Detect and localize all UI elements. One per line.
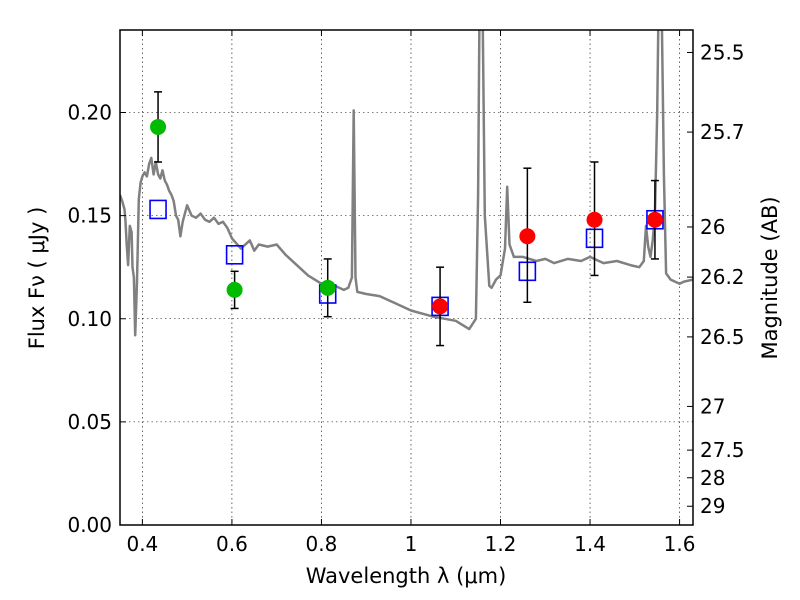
x-tick-label: 0.6 — [216, 532, 248, 556]
x-tick-label: 0.8 — [306, 532, 338, 556]
y-tick-label: 0.05 — [67, 410, 112, 434]
model-spectrum-line — [120, 30, 693, 337]
x-tick-label: 1 — [405, 532, 418, 556]
y-tick-label: 0.10 — [67, 307, 112, 331]
right-tick-label: 29 — [700, 494, 725, 518]
photometry-point — [646, 211, 663, 228]
x-tick-label: 0.4 — [126, 532, 158, 556]
model-flux-square — [225, 245, 244, 265]
right-tick-label: 26.2 — [700, 265, 745, 289]
model-flux-square — [149, 199, 167, 220]
photometry-point — [586, 211, 603, 228]
photometry-point — [150, 118, 167, 135]
photometry-point — [519, 228, 536, 245]
y-tick-label: 0.15 — [67, 204, 112, 228]
plot-frame — [119, 29, 694, 526]
right-tick-label: 26 — [700, 215, 725, 239]
axis-ticks: 0.4 0.6 0.8 1 1.2 1.4 1.6 0.00 0.05 0.10 0.15 0.20 2… — [67, 30, 745, 556]
right-tick-label: 25.5 — [700, 40, 745, 64]
photometry-point — [226, 281, 243, 298]
right-tick-label: 27 — [700, 394, 725, 418]
x-tick-label: 1.4 — [574, 532, 606, 556]
y-tick-label: 0.20 — [67, 101, 112, 125]
right-tick-label: 28 — [700, 466, 725, 490]
grid — [120, 30, 693, 526]
x-axis-label: Wavelength λ (μm) — [306, 564, 507, 588]
plot-area — [120, 30, 693, 347]
right-tick-label: 26.5 — [700, 325, 745, 349]
right-axis-label: Magnitude (AB) — [758, 196, 782, 359]
y-tick-label: 0.00 — [67, 513, 112, 537]
right-tick-label: 27.5 — [700, 438, 745, 462]
x-tick-label: 1.2 — [485, 532, 517, 556]
photometry-point — [319, 279, 336, 296]
x-tick-label: 1.6 — [664, 532, 696, 556]
photometry-point — [432, 298, 449, 315]
right-tick-label: 25.7 — [700, 120, 745, 144]
y-axis-label: Flux Fν ( μJy ) — [25, 207, 49, 350]
